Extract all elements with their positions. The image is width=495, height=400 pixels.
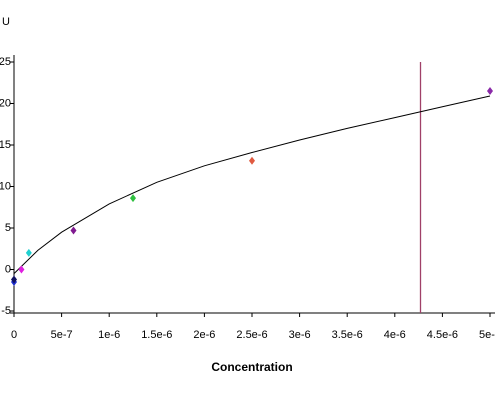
x-tick-label: 4.5e-6 bbox=[427, 329, 458, 341]
y-tick-label: 25 bbox=[0, 56, 11, 68]
y-tick-label: 5 bbox=[5, 222, 11, 234]
x-tick-label: 3e-6 bbox=[289, 329, 311, 341]
data-point bbox=[18, 265, 25, 274]
x-tick-label: 5e-7 bbox=[51, 329, 73, 341]
data-point bbox=[70, 226, 77, 235]
y-tick-label: 0 bbox=[5, 263, 11, 275]
y-tick-label: 10 bbox=[0, 180, 11, 192]
y-tick-label: 15 bbox=[0, 139, 11, 151]
x-tick-label: 1.5e-6 bbox=[141, 329, 172, 341]
y-axis-label: U bbox=[2, 16, 10, 28]
data-point bbox=[25, 248, 32, 257]
y-tick-label: -5 bbox=[1, 305, 11, 317]
x-tick-label: 2e-6 bbox=[193, 329, 215, 341]
x-tick-label: 2.5e-6 bbox=[236, 329, 267, 341]
x-tick-label: 0 bbox=[11, 329, 17, 341]
data-point bbox=[249, 156, 255, 165]
data-point bbox=[130, 194, 136, 203]
x-tick-label: 3.5e-6 bbox=[332, 329, 363, 341]
y-tick-label: 20 bbox=[0, 97, 11, 109]
x-tick-label: 1e-6 bbox=[98, 329, 120, 341]
data-point bbox=[487, 87, 493, 96]
data-point bbox=[11, 275, 17, 284]
x-tick-label: 4e-6 bbox=[384, 329, 406, 341]
fit-curve bbox=[13, 95, 491, 274]
x-tick-label: 5e-6 bbox=[479, 329, 495, 341]
x-axis-label: Concentration bbox=[211, 360, 292, 374]
